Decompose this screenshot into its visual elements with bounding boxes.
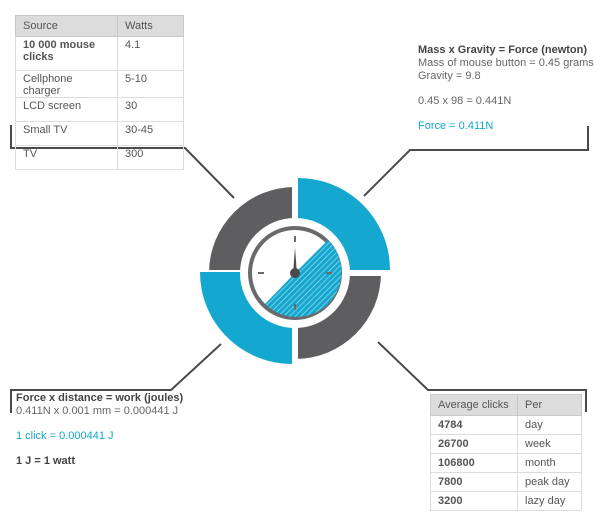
source-cell: TV — [15, 145, 118, 170]
table-row: 26700 week — [430, 434, 582, 454]
clicks-count-cell: 106800 — [430, 453, 518, 473]
table-row: Small TV 30-45 — [15, 121, 184, 146]
clicks-per-cell: day — [517, 415, 582, 435]
source-cell: LCD screen — [15, 97, 118, 122]
table-row: Cellphone charger 5-10 — [15, 70, 184, 98]
work-conclusion: 1 J = 1 watt — [16, 455, 76, 467]
table-row: TV 300 — [15, 145, 184, 170]
work-line-calc: 0.411N x 0.001 mm = 0.000441 J — [16, 405, 179, 417]
work-result: 1 click = 0.000441 J — [16, 430, 114, 442]
connector-bottom-right — [377, 341, 587, 412]
connector-top-right — [363, 126, 589, 197]
table-row: 3200 lazy day — [430, 491, 582, 511]
watts-cell: 30-45 — [117, 121, 184, 146]
force-result: Force = 0.411N — [418, 120, 494, 132]
connector-bottom-left — [10, 343, 222, 413]
clicks-count-cell: 7800 — [430, 472, 518, 492]
clicks-count-cell: 4784 — [430, 415, 518, 435]
work-title: Force x distance = work (joules) — [16, 392, 184, 404]
watts-cell: 300 — [117, 145, 184, 170]
force-line-gravity: Gravity = 9.8 — [418, 70, 481, 82]
table-row: 4784 day — [430, 415, 582, 435]
table-row: 10 000 mouse clicks 4.1 — [15, 36, 184, 71]
clicks-per-cell: week — [517, 434, 582, 454]
watts-cell: 4.1 — [117, 36, 184, 71]
source-cell: Cellphone charger — [15, 70, 118, 98]
source-cell: Small TV — [15, 121, 118, 146]
watts-table: Source Watts 10 000 mouse clicks 4.1 Cel… — [15, 15, 184, 170]
clicks-per-cell: month — [517, 453, 582, 473]
force-title: Mass x Gravity = Force (newton) — [418, 44, 588, 56]
source-cell: 10 000 mouse clicks — [15, 36, 118, 71]
clicks-header-per: Per — [517, 394, 582, 416]
table-row: LCD screen 30 — [15, 97, 184, 122]
watts-header-source: Source — [15, 15, 118, 37]
clicks-count-cell: 26700 — [430, 434, 518, 454]
clicks-table: Average clicks Per 4784 day 26700 week 1… — [430, 394, 582, 511]
force-line-mass: Mass of mouse button = 0.45 grams — [418, 57, 594, 69]
watts-header-watts: Watts — [117, 15, 184, 37]
clicks-per-cell: peak day — [517, 472, 582, 492]
force-block: Mass x Gravity = Force (newton) Mass of … — [418, 44, 594, 133]
watts-cell: 5-10 — [117, 70, 184, 98]
clicks-count-cell: 3200 — [430, 491, 518, 511]
table-row: 106800 month — [430, 453, 582, 473]
clicks-header-average: Average clicks — [430, 394, 518, 416]
force-line-calc: 0.45 x 98 = 0.441N — [418, 95, 512, 107]
table-row: 7800 peak day — [430, 472, 582, 492]
watts-cell: 30 — [117, 97, 184, 122]
clicks-per-cell: lazy day — [517, 491, 582, 511]
work-block: Force x distance = work (joules) 0.411N … — [16, 392, 183, 468]
gauge-meter-icon — [200, 178, 390, 364]
